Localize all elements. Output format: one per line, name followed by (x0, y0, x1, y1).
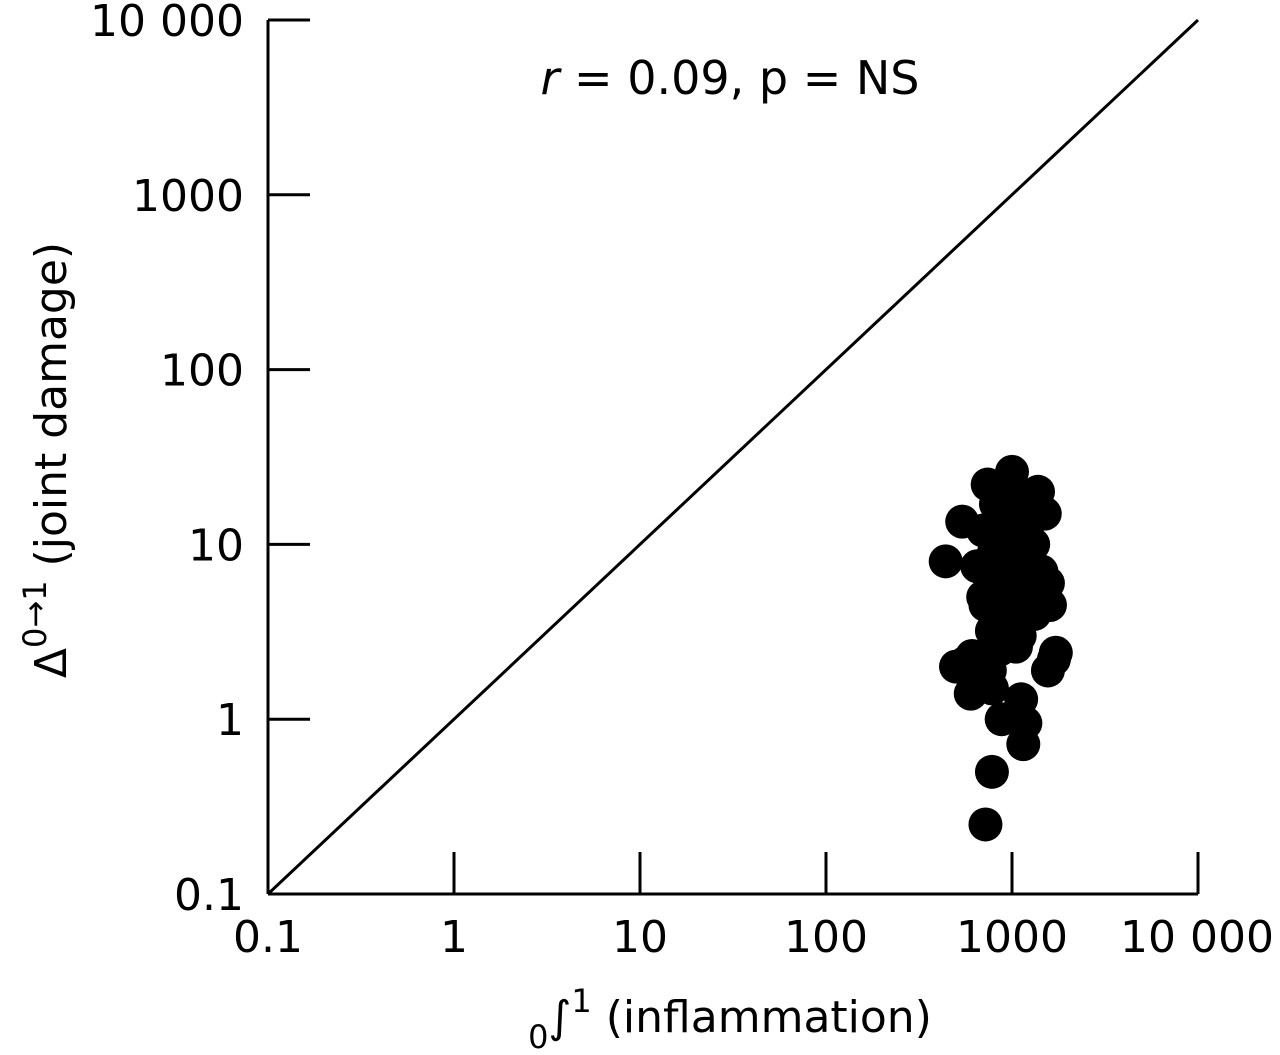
y-axis-label: Δ0→1 (joint damage) (16, 242, 77, 678)
x-tick-label: 1000 (956, 912, 1068, 963)
data-points (928, 454, 1073, 842)
y-tick-label: 10 (188, 520, 244, 571)
annotation-r-symbol: r (541, 51, 563, 105)
annotation-text: = 0.09, p = NS (559, 51, 919, 105)
data-point (1038, 635, 1073, 670)
y-tick-label: 0.1 (174, 870, 244, 921)
x-tick-label: 1 (440, 912, 468, 963)
data-point (998, 554, 1033, 589)
data-point (974, 754, 1009, 789)
y-tick-label: 1 (216, 695, 244, 746)
data-point (974, 671, 1009, 706)
y-tick-label: 100 (160, 346, 244, 397)
data-point (968, 807, 1003, 842)
x-tick-label: 100 (784, 912, 868, 963)
data-point (1032, 588, 1067, 623)
axes: 0.1 1 10 100 1000 10 000 0.1 1 10 100 1000 10 000 (90, 0, 1274, 963)
x-tick-label: 10 000 (1120, 912, 1274, 963)
y-tick-label: 1000 (132, 171, 244, 222)
x-tick-label: 0.1 (233, 912, 303, 963)
data-point (1027, 496, 1062, 531)
correlation-annotation: r = 0.09, p = NS (541, 51, 920, 105)
identity-line (266, 18, 1200, 896)
data-point (928, 544, 963, 579)
axis-labels: r = 0.09, p = NS 0∫1 (inflammation) Δ0→1 (… (16, 51, 932, 1055)
data-point (1006, 727, 1041, 762)
reference-line-group (266, 18, 1200, 896)
x-axis-label: 0∫1 (inflammation) (528, 982, 932, 1055)
x-tick-label: 10 (612, 912, 668, 963)
data-point (990, 527, 1025, 562)
y-tick-label: 10 000 (90, 0, 244, 47)
